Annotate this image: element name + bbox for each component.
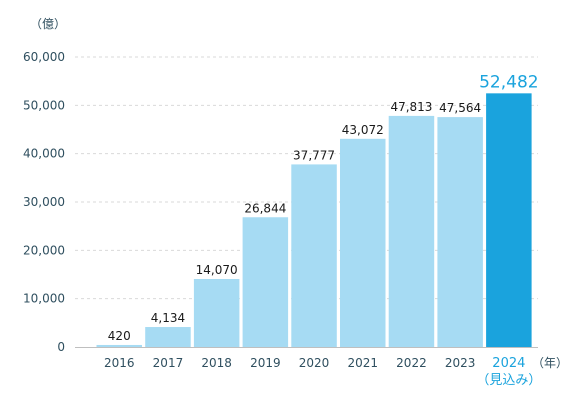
y-tick-label: 30,000 [23, 195, 65, 209]
y-tick-label: 60,000 [23, 50, 65, 64]
value-label-2017: 4,134 [151, 311, 185, 325]
category-sublabel: （見込み） [476, 373, 541, 388]
y-tick-label: 10,000 [23, 292, 65, 306]
bar-2019 [242, 217, 289, 347]
value-label-2024: 52,482 [479, 72, 538, 92]
y-tick-label: 20,000 [23, 243, 65, 257]
bar-2016 [96, 344, 142, 347]
x-axis-unit-label: （年） [532, 356, 568, 370]
y-tick-label: 40,000 [23, 147, 65, 161]
category-label-2020: 2020 [299, 356, 330, 370]
bar-2023 [437, 117, 483, 347]
category-label-2021: 2021 [347, 356, 378, 370]
category-label-2018: 2018 [201, 356, 232, 370]
value-labels: 420 4,134 14,070 26,844 37,777 43,072 47,813 47… [108, 72, 539, 343]
category-label-2016: 2016 [104, 356, 135, 370]
y-tick-label: 0 [57, 340, 65, 354]
value-label-2016: 420 [108, 329, 131, 343]
category-label-2024: 2024 [492, 356, 525, 371]
bars [96, 93, 532, 347]
value-label-2021: 43,072 [342, 123, 384, 137]
category-label-2019: 2019 [250, 356, 281, 370]
y-tick-label: 50,000 [23, 98, 65, 112]
value-label-2019: 26,844 [244, 201, 286, 215]
bar-2021 [340, 138, 386, 347]
bar-2024 [486, 93, 532, 347]
y-axis-unit-label: （億） [30, 17, 66, 31]
value-label-2020: 37,777 [293, 148, 335, 162]
x-axis-categories: 2016 2017 2018 2019 2020 2021 2022 2023 2024 （見込み… [104, 356, 541, 388]
category-label-2017: 2017 [153, 356, 184, 370]
bar-2020 [291, 164, 337, 347]
bar-2018 [193, 278, 240, 347]
value-label-2023: 47,564 [439, 101, 481, 115]
bar-2017 [145, 327, 191, 347]
y-axis-ticks: 0 10,000 20,000 30,000 40,000 50,000 60,000 [23, 50, 65, 354]
value-label-2022: 47,813 [390, 100, 432, 114]
category-label-2023: 2023 [445, 356, 476, 370]
bar-2022 [388, 115, 435, 347]
value-label-2018: 14,070 [196, 263, 238, 277]
category-label-2022: 2022 [396, 356, 427, 370]
